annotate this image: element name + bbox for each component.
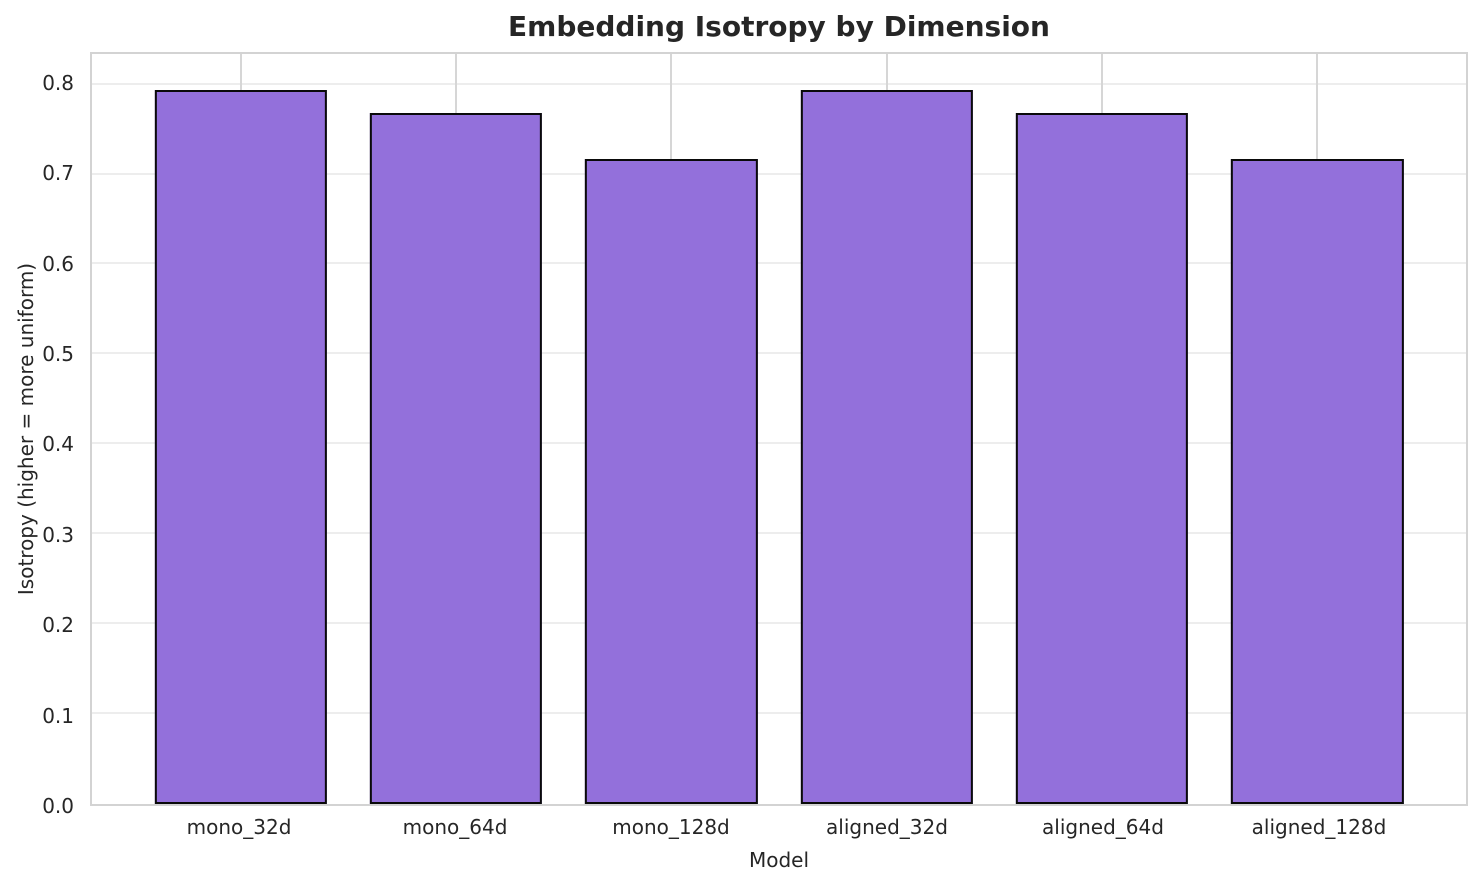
x-tick-label: aligned_128d: [1251, 815, 1387, 839]
y-tick-label: 0.6: [42, 251, 74, 276]
chart-title: Embedding Isotropy by Dimension: [508, 10, 1050, 43]
gridline-horizontal: [92, 622, 1466, 625]
bar-mono_128d: [585, 159, 758, 804]
y-tick-label: 0.7: [42, 161, 74, 186]
y-tick-label: 0.0: [42, 794, 74, 818]
gridline-horizontal: [92, 262, 1466, 265]
bar-aligned_64d: [1015, 113, 1189, 804]
gridline-horizontal: [92, 82, 1466, 85]
x-tick-label: aligned_32d: [826, 815, 948, 839]
plot-area: [90, 52, 1468, 806]
gridline-horizontal: [92, 172, 1466, 175]
gridline-horizontal: [92, 352, 1466, 355]
x-tick-label: mono_32d: [186, 815, 292, 839]
gridline-horizontal: [92, 532, 1466, 535]
y-tick-label: 0.8: [42, 70, 74, 95]
y-tick-label: 0.3: [42, 522, 74, 547]
bar-mono_64d: [369, 113, 543, 804]
x-tick-label: mono_128d: [612, 815, 730, 839]
gridline-horizontal: [92, 712, 1466, 715]
y-tick-label: 0.5: [42, 341, 74, 366]
bars-layer: [92, 54, 1466, 804]
bar-aligned_32d: [800, 89, 973, 804]
y-tick-label: 0.4: [42, 432, 74, 457]
x-tick-label: mono_64d: [402, 815, 508, 839]
x-axis-label: Model: [748, 848, 810, 872]
bar-mono_32d: [154, 89, 327, 804]
y-axis-tick-labels: 0.0 0.1 0.2 0.3 0.4 0.5 0.6 0.7 0.8: [0, 52, 84, 818]
x-axis-tick-labels: mono_32d mono_64d mono_128d aligned_32d alig…: [90, 815, 1468, 843]
x-tick-label: aligned_64d: [1042, 815, 1164, 839]
gridline-horizontal: [92, 442, 1466, 445]
y-tick-label: 0.2: [42, 613, 74, 638]
y-tick-label: 0.1: [42, 703, 74, 728]
bar-aligned_128d: [1231, 159, 1404, 804]
